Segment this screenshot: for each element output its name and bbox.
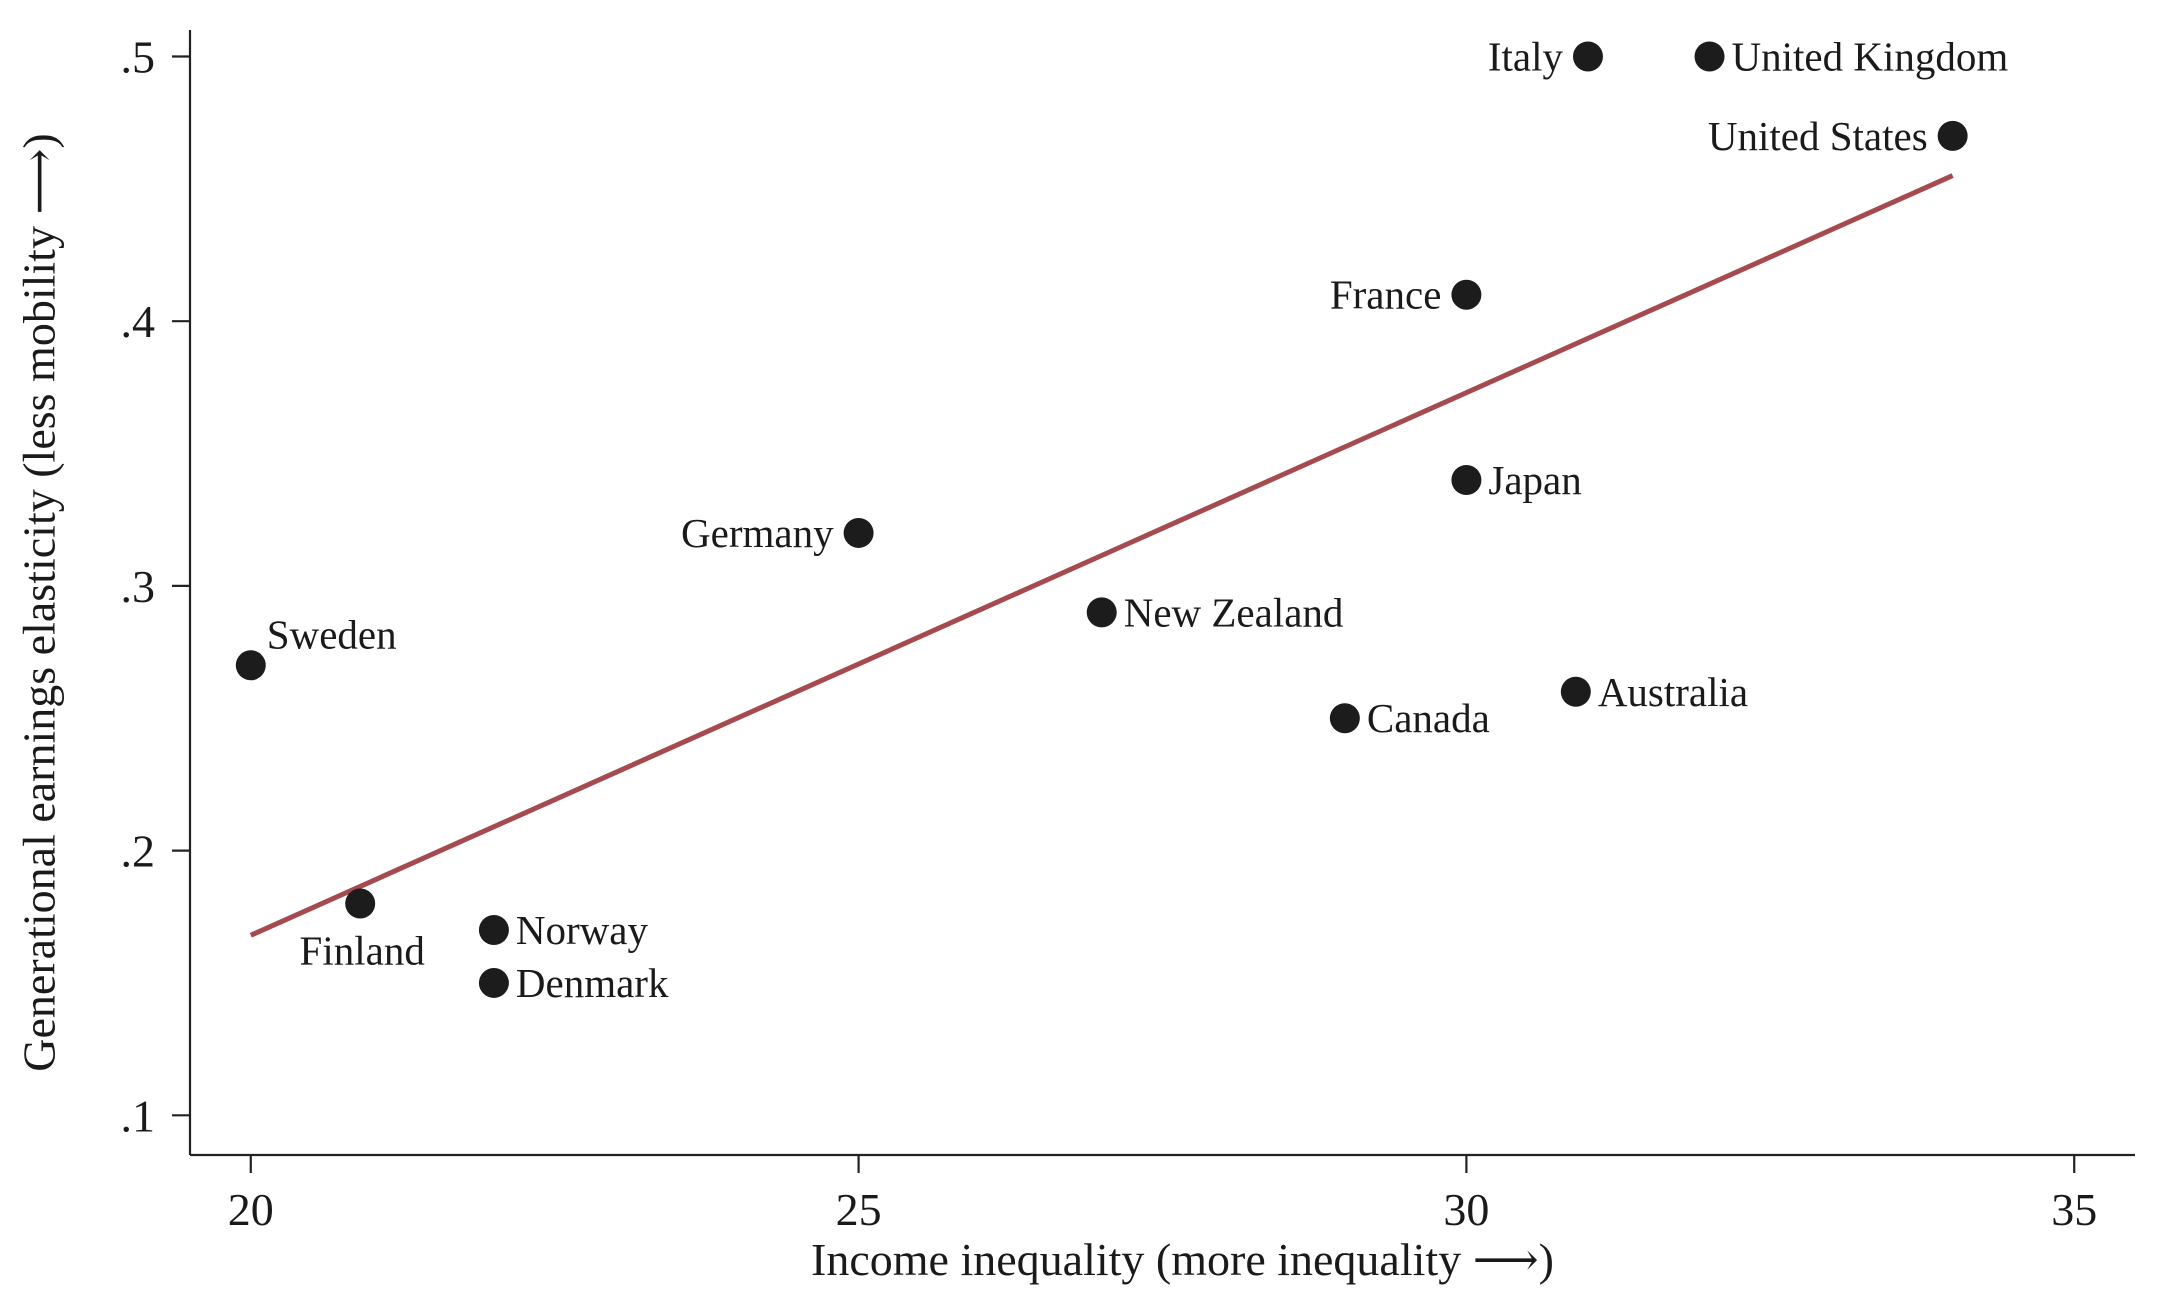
- label-sweden: Sweden: [267, 611, 397, 657]
- point-denmark: [478, 967, 509, 998]
- label-italy: Italy: [1488, 33, 1564, 79]
- label-france: France: [1330, 272, 1442, 318]
- label-denmark: Denmark: [516, 960, 669, 1006]
- label-finland: Finland: [300, 928, 425, 974]
- x-tick-label: 30: [1443, 1184, 1489, 1235]
- label-new-zealand: New Zealand: [1124, 589, 1344, 635]
- point-canada: [1329, 703, 1360, 734]
- point-italy: [1572, 41, 1603, 72]
- y-tick-label: .3: [121, 561, 156, 612]
- point-australia: [1560, 676, 1591, 707]
- point-new-zealand: [1086, 597, 1117, 628]
- point-france: [1451, 279, 1482, 310]
- point-united-states: [1937, 120, 1968, 151]
- point-sweden: [235, 650, 266, 681]
- label-canada: Canada: [1367, 695, 1490, 741]
- point-finland: [345, 888, 376, 919]
- label-japan: Japan: [1488, 457, 1581, 503]
- y-tick-label: .5: [121, 31, 156, 82]
- point-germany: [843, 517, 874, 548]
- axes: 20 25 30 35 .1 .2 .3 .4 .5: [121, 30, 2135, 1235]
- point-japan: [1451, 465, 1482, 495]
- y-axis-title: Generational earnings elasticity (less m…: [14, 133, 65, 1071]
- label-germany: Germany: [681, 510, 834, 556]
- point-norway: [478, 915, 509, 945]
- label-united-states: United States: [1708, 113, 1928, 159]
- y-tick-label: .4: [121, 296, 156, 347]
- point-labels: Sweden Finland Norway Denmark Germany New Zea…: [267, 33, 2009, 1005]
- y-tick-label: .2: [121, 826, 156, 877]
- data-points: [235, 41, 1968, 998]
- x-tick-label: 25: [836, 1184, 882, 1235]
- y-tick-label: .1: [121, 1090, 156, 1141]
- fit-line: [249, 173, 1954, 938]
- x-axis-title: Income inequality (more inequality ⟶): [811, 1234, 1554, 1285]
- y-axis-ticks: .1 .2 .3 .4 .5: [121, 31, 190, 1141]
- x-axis-ticks: 20 25 30 35: [228, 1155, 2097, 1235]
- x-tick-label: 20: [228, 1184, 274, 1235]
- label-australia: Australia: [1598, 669, 1748, 715]
- label-united-kingdom: United Kingdom: [1732, 33, 2009, 79]
- point-united-kingdom: [1694, 41, 1725, 72]
- x-tick-label: 35: [2051, 1184, 2097, 1235]
- label-norway: Norway: [516, 907, 649, 953]
